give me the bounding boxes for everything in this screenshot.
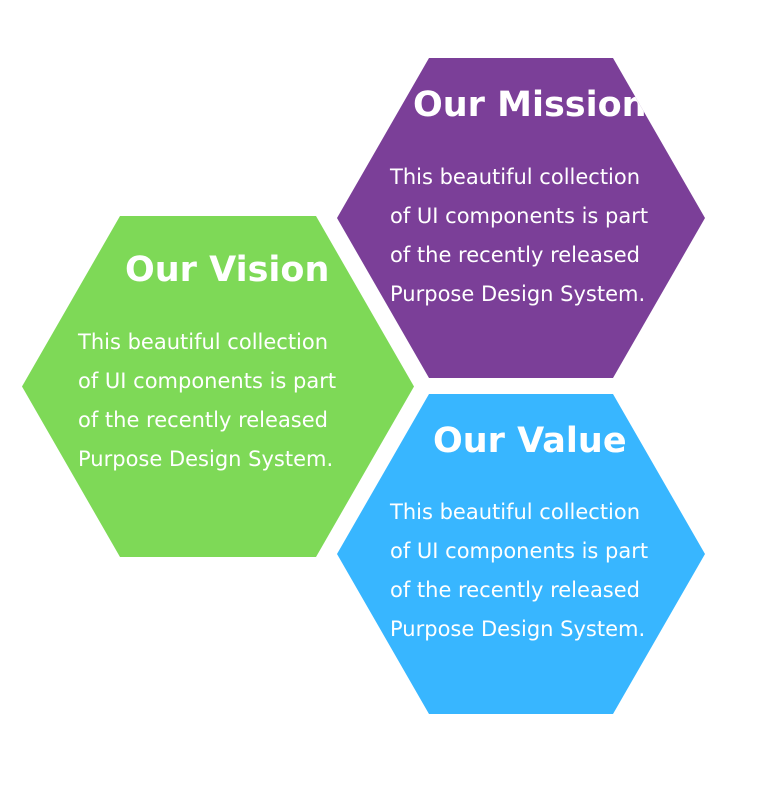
value-line-3: of the recently released <box>390 578 641 602</box>
value-description: This beautiful collection of UI componen… <box>390 493 690 649</box>
vision-line-4: Purpose Design System. <box>78 447 334 471</box>
vision-line-2: of UI components is part <box>78 369 337 393</box>
mission-line-2: of UI components is part <box>390 204 649 228</box>
vision-title: Our Vision <box>125 250 330 290</box>
vision-description: This beautiful collection of UI componen… <box>78 323 378 479</box>
mission-description: This beautiful collection of UI componen… <box>390 158 690 314</box>
vision-line-1: This beautiful collection <box>78 330 329 354</box>
mission-line-1: This beautiful collection <box>390 165 641 189</box>
mission-line-3: of the recently released <box>390 243 641 267</box>
mission-line-4: Purpose Design System. <box>390 282 646 306</box>
vision-line-3: of the recently released <box>78 408 329 432</box>
mission-hexagon: Our Mission This beautiful collection of… <box>337 58 705 378</box>
value-line-1: This beautiful collection <box>390 500 641 524</box>
vision-hexagon: Our Vision This beautiful collection of … <box>22 216 414 557</box>
value-line-4: Purpose Design System. <box>390 617 646 641</box>
value-hexagon: Our Value This beautiful collection of U… <box>337 394 705 714</box>
mission-title: Our Mission <box>413 85 647 125</box>
value-line-2: of UI components is part <box>390 539 649 563</box>
value-title: Our Value <box>433 421 627 461</box>
